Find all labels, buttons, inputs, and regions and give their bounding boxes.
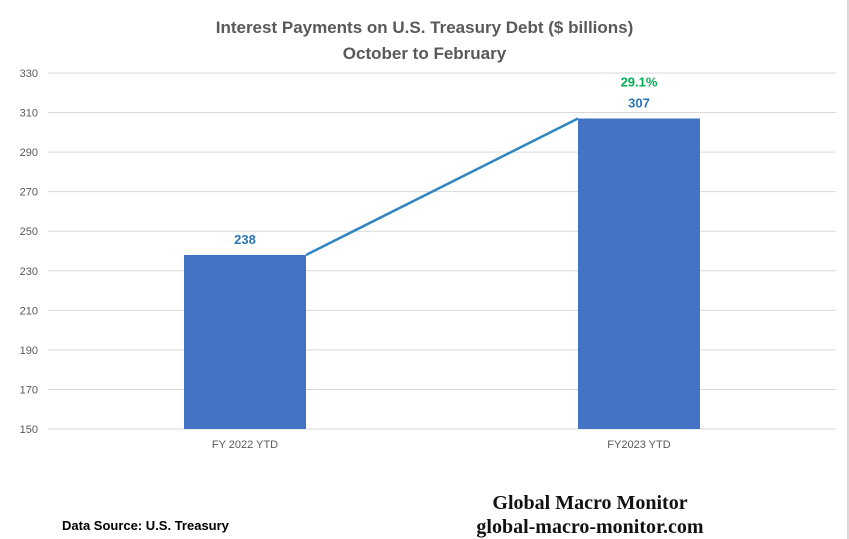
- data-label: 238: [234, 232, 256, 247]
- brand-url: global-macro-monitor.com: [476, 516, 704, 538]
- connector-line: [305, 117, 579, 257]
- y-tick-label: 290: [20, 147, 38, 159]
- brand-name: Global Macro Monitor: [492, 492, 688, 514]
- y-tick-label: 310: [20, 108, 38, 120]
- percent-change-label: 29.1%: [621, 74, 658, 89]
- y-tick-label: 170: [20, 384, 38, 396]
- data-source-note: Data Source: U.S. Treasury: [62, 518, 229, 533]
- data-label: 307: [628, 95, 650, 110]
- y-tick-label: 230: [20, 266, 38, 278]
- x-tick-label: FY2023 YTD: [607, 439, 670, 451]
- y-tick-label: 210: [20, 305, 38, 317]
- y-tick-label: 330: [20, 68, 38, 80]
- y-tick-label: 250: [20, 226, 38, 238]
- y-tick-label: 270: [20, 187, 38, 199]
- x-tick-label: FY 2022 YTD: [212, 439, 278, 451]
- y-tick-label: 190: [20, 345, 38, 357]
- bar: [184, 254, 306, 429]
- bar: [578, 118, 700, 429]
- y-tick-label: 150: [20, 424, 38, 436]
- chart-title: Interest Payments on U.S. Treasury Debt …: [215, 18, 634, 37]
- chart-subtitle: October to February: [342, 44, 507, 63]
